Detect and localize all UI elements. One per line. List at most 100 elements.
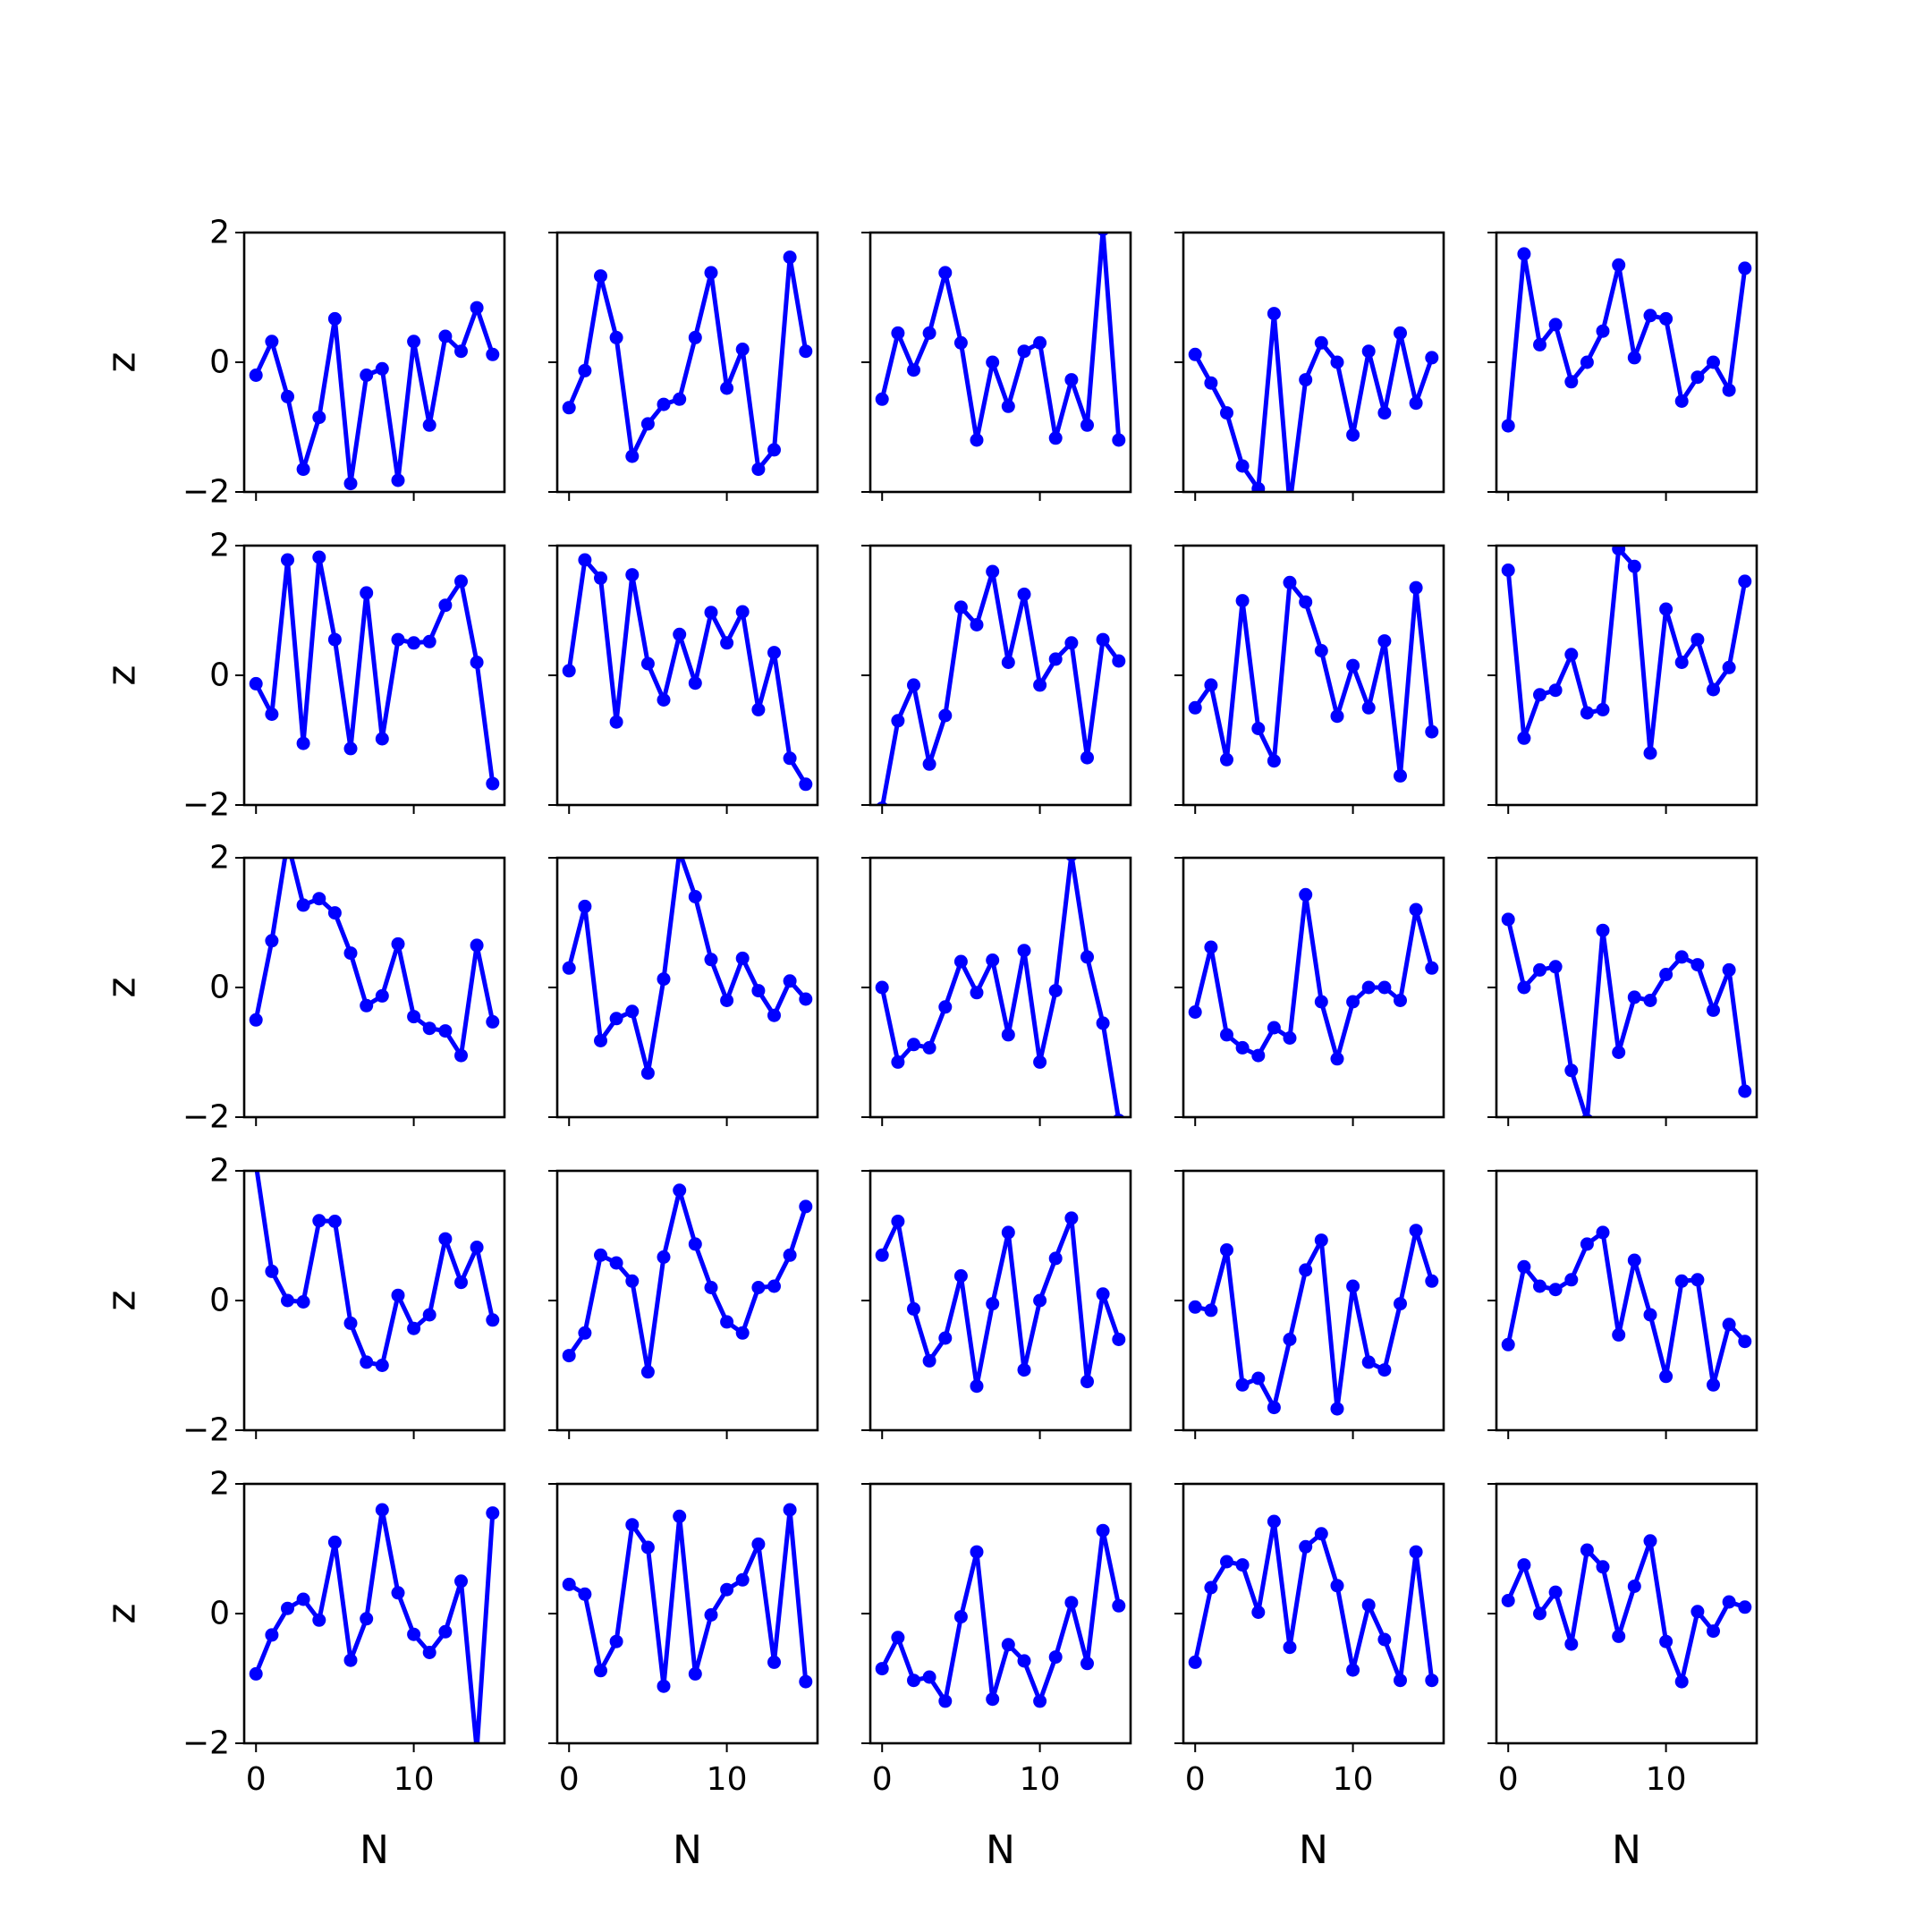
data-point	[1112, 433, 1126, 447]
data-point	[1501, 1337, 1515, 1352]
data-point	[1017, 1363, 1031, 1377]
axes-frame	[1495, 544, 1758, 807]
data-point	[1612, 1629, 1626, 1643]
series-line	[567, 1188, 809, 1375]
data-point	[407, 1010, 421, 1024]
axes-frame	[242, 856, 506, 1119]
data-point	[720, 994, 734, 1007]
series-line	[1505, 919, 1748, 1117]
data-point	[673, 392, 687, 406]
data-point	[799, 1199, 813, 1214]
data-point	[688, 890, 702, 903]
data-point	[1314, 644, 1328, 657]
data-point	[1533, 962, 1546, 977]
data-point	[360, 586, 374, 600]
data-point	[783, 751, 797, 766]
x-tick-label: 0	[559, 1761, 580, 1798]
data-point	[1425, 1274, 1439, 1288]
data-point	[1188, 1005, 1202, 1019]
data-point	[578, 553, 592, 567]
data-point	[1204, 940, 1218, 954]
data-point	[1674, 1274, 1689, 1288]
data-point	[422, 634, 436, 648]
data-point	[1533, 688, 1546, 702]
data-point	[735, 343, 750, 356]
data-point	[1001, 1225, 1015, 1240]
data-point	[1738, 1084, 1752, 1098]
data-point	[735, 1326, 750, 1340]
data-point	[640, 657, 655, 671]
data-point	[1394, 1297, 1407, 1311]
y-tick-label: 0	[209, 1283, 230, 1319]
data-point	[938, 266, 953, 280]
data-point	[640, 1540, 655, 1555]
data-point	[1612, 1046, 1626, 1059]
data-point	[1346, 1663, 1360, 1677]
data-point	[783, 1503, 797, 1517]
data-point	[1690, 370, 1705, 385]
panel-r3-c3	[861, 856, 1132, 1126]
data-point	[1580, 355, 1594, 369]
data-point	[1517, 980, 1531, 995]
data-point	[1707, 355, 1720, 369]
data-point	[578, 899, 592, 913]
data-point	[1643, 1308, 1657, 1322]
data-point	[1064, 1211, 1079, 1225]
data-point	[1361, 1355, 1376, 1369]
data-point	[1690, 632, 1705, 647]
data-point	[360, 369, 374, 382]
data-point	[1674, 656, 1689, 669]
data-point	[1643, 1534, 1657, 1548]
data-point	[1533, 1279, 1546, 1293]
panel-r5-c3: 0 10N	[861, 1482, 1132, 1873]
y-axis-label: z	[99, 977, 145, 997]
data-point	[407, 636, 421, 650]
data-point	[343, 741, 358, 756]
data-point	[1580, 1543, 1594, 1557]
data-point	[1409, 1224, 1423, 1238]
data-point	[1738, 1600, 1752, 1614]
panel-r5-c4: 0 10N	[1174, 1482, 1445, 1873]
plot-area	[875, 1211, 1126, 1394]
data-point	[1204, 1303, 1218, 1318]
data-point	[1580, 706, 1594, 720]
data-point	[1299, 373, 1313, 387]
data-point	[1080, 418, 1094, 432]
data-point	[254, 1171, 258, 1172]
data-point	[735, 951, 750, 965]
panel-r5-c1: −2 0 2 0 10 z N	[99, 1466, 506, 1873]
data-point	[720, 636, 734, 650]
data-point	[938, 708, 953, 723]
data-point	[1235, 1040, 1250, 1055]
data-point	[1722, 1318, 1736, 1332]
data-point	[1517, 1259, 1531, 1274]
data-point	[281, 389, 294, 403]
data-point	[799, 1674, 813, 1689]
data-point	[470, 656, 484, 669]
y-tick-label: 2	[209, 1153, 230, 1190]
series-line	[879, 1528, 1122, 1704]
x-axis-label: N	[1299, 1827, 1328, 1873]
data-point	[688, 330, 702, 344]
data-point	[1251, 1371, 1266, 1385]
data-point	[767, 443, 781, 457]
data-point	[986, 355, 1000, 369]
data-point	[1659, 1634, 1674, 1648]
data-point	[1064, 373, 1079, 387]
series-line	[253, 555, 496, 784]
data-point	[720, 1582, 734, 1597]
data-point	[1409, 1545, 1423, 1559]
data-point	[688, 1237, 702, 1251]
data-point	[594, 269, 607, 284]
panel-r1-c3	[861, 231, 1132, 501]
panel-r2-c1: −2 0 2 z	[99, 528, 506, 824]
panel-r2-c2	[548, 544, 819, 814]
y-axis-label: z	[99, 665, 145, 685]
data-point	[970, 618, 984, 631]
data-point	[391, 1586, 405, 1600]
data-point	[1220, 752, 1233, 767]
data-point	[625, 568, 640, 582]
data-point	[1299, 1263, 1313, 1277]
panel-r2-c4	[1174, 544, 1445, 814]
plot-area	[254, 1171, 500, 1372]
